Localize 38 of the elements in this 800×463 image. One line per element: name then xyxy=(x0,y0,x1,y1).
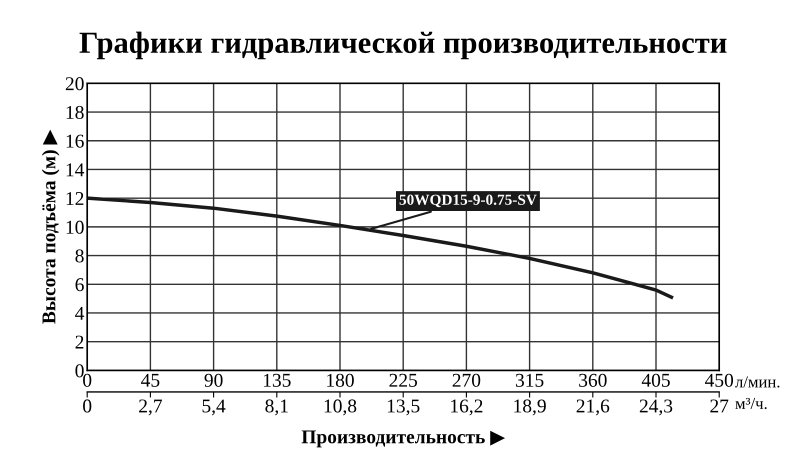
y-tick-label: 12 xyxy=(66,192,84,205)
text: м³/ч. xyxy=(735,398,767,410)
x-tick-label: 315 xyxy=(516,374,544,387)
x-tick-label: 450 xyxy=(704,374,734,387)
y-tick-label: 8 xyxy=(75,249,84,263)
x2-tick-label: 10,8 xyxy=(324,399,356,416)
x-tick-label: 90 xyxy=(204,374,223,387)
line-series xyxy=(87,196,674,299)
text: л/мин. xyxy=(735,376,780,388)
x2-tick-label: 21,6 xyxy=(576,399,610,416)
x-tick-label: 405 xyxy=(642,374,670,387)
x2-tick-label: 27 xyxy=(710,399,728,412)
x2-tick-label: 8,1 xyxy=(265,399,288,416)
x-tick-label: 360 xyxy=(579,374,607,387)
y-tick-label: 2 xyxy=(76,336,84,348)
chart-title: Графики гидравлической производительности xyxy=(80,32,727,60)
x-tick-label: 270 xyxy=(452,374,480,387)
x2-tick-label: 18,9 xyxy=(514,399,546,416)
y-tick-label: 10 xyxy=(66,220,84,234)
x-axis-title: Производительность ▶ xyxy=(302,430,506,448)
x-tick-label: 45 xyxy=(141,374,160,387)
y-tick-label: 20 xyxy=(66,77,84,90)
x2-tick-label: 24,3 xyxy=(640,399,672,416)
x-tick-label: 180 xyxy=(327,374,354,387)
y-tick-label: 6 xyxy=(76,278,84,292)
x-tick-label: 135 xyxy=(264,374,291,387)
x2-tick-label: 13,5 xyxy=(388,399,420,416)
y-tick-label: 18 xyxy=(66,106,84,119)
y-tick-label: 16 xyxy=(66,134,84,148)
y-tick-label: 0 xyxy=(75,364,84,378)
y-tick-label: 14 xyxy=(66,163,84,176)
x2-tick-label: 2,7 xyxy=(139,399,162,416)
x2-tick-label: 5,4 xyxy=(202,400,226,416)
series-label: 50WQD15-9-0.75-SV xyxy=(400,194,537,208)
x-tick-label: 225 xyxy=(389,374,418,387)
x2-tick-label: 16,2 xyxy=(451,399,482,416)
y-tick-label: 4 xyxy=(75,306,84,320)
y-axis-title: Высота подъёма (м) ▶ xyxy=(42,130,60,324)
